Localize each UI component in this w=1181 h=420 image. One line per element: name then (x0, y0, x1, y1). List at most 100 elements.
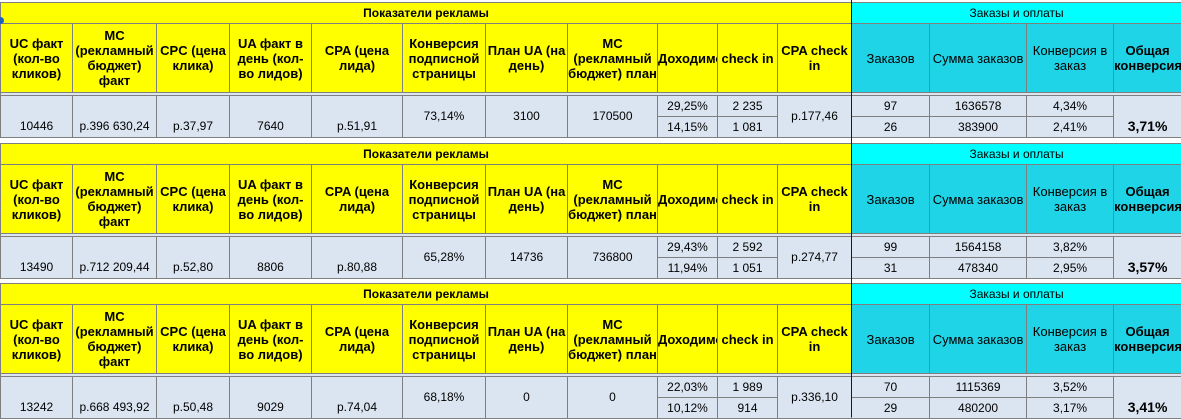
header-cpa[interactable]: CPA (цена лида) (312, 305, 403, 374)
cell-conv-page[interactable]: 68,18% (403, 377, 486, 419)
header-orders[interactable]: Заказов (852, 24, 930, 93)
header-orders-sum[interactable]: Сумма заказов (930, 165, 1027, 234)
header-conv-page[interactable]: Конверсия подписной страницы (403, 305, 486, 374)
header-cpa[interactable]: CPA (цена лида) (312, 24, 403, 93)
cell-sum-1[interactable]: 1564158 (930, 237, 1027, 258)
cell-conv-page[interactable]: 65,28% (403, 237, 486, 279)
section-header-advertising[interactable]: Показатели рекламы (1, 144, 852, 165)
cell-cpc[interactable]: р.50,48 (157, 377, 230, 419)
cell-checkin-2[interactable]: 1 051 (718, 258, 778, 279)
header-conv-order[interactable]: Конверсия в заказ (1027, 305, 1114, 374)
header-cpc[interactable]: CPC (цена клика) (157, 305, 230, 374)
cell-sum-1[interactable]: 1636578 (930, 96, 1027, 117)
cell-cpa-checkin[interactable]: р.177,46 (778, 96, 852, 138)
cell-sum-2[interactable]: 383900 (930, 117, 1027, 138)
cell-checkin-2[interactable]: 1 081 (718, 117, 778, 138)
header-ua[interactable]: UA факт в день (кол-во лидов) (230, 24, 312, 93)
cell-profit-1[interactable]: 29,43% (658, 237, 718, 258)
cell-mc-plan[interactable]: 0 (568, 377, 658, 419)
cell-profit-2[interactable]: 14,15% (658, 117, 718, 138)
cell-profit-1[interactable]: 29,25% (658, 96, 718, 117)
cell-ua[interactable]: 8806 (230, 237, 312, 279)
cell-sum-1[interactable]: 1115369 (930, 377, 1027, 398)
cell-orders-2[interactable]: 26 (852, 117, 930, 138)
section-header-orders[interactable]: Заказы и оплаты (852, 3, 1181, 24)
header-checkin[interactable]: check in (718, 24, 778, 93)
cell-conv-order-1[interactable]: 3,52% (1027, 377, 1114, 398)
cell-orders-2[interactable]: 31 (852, 258, 930, 279)
header-mc[interactable]: MC (рекламный бюджет) факт (73, 165, 157, 234)
section-header-orders[interactable]: Заказы и оплаты (852, 144, 1181, 165)
cell-checkin-1[interactable]: 2 235 (718, 96, 778, 117)
cell-conv-order-1[interactable]: 3,82% (1027, 237, 1114, 258)
cell-mc[interactable]: р.712 209,44 (73, 237, 157, 279)
cell-conv-order-1[interactable]: 4,34% (1027, 96, 1114, 117)
header-uc[interactable]: UC факт (кол-во кликов) (1, 165, 73, 234)
header-checkin[interactable]: check in (718, 165, 778, 234)
header-plan-ua[interactable]: План UA (на день) (486, 305, 568, 374)
header-orders-sum[interactable]: Сумма заказов (930, 24, 1027, 93)
cell-cpa[interactable]: р.74,04 (312, 377, 403, 419)
cell-profit-2[interactable]: 10,12% (658, 398, 718, 419)
cell-orders-2[interactable]: 29 (852, 398, 930, 419)
header-cpa-checkin[interactable]: CPA check in (778, 165, 852, 234)
cell-cpa-checkin[interactable]: р.274,77 (778, 237, 852, 279)
cell-profit-2[interactable]: 11,94% (658, 258, 718, 279)
cell-mc[interactable]: р.396 630,24 (73, 96, 157, 138)
header-conv-order[interactable]: Конверсия в заказ (1027, 24, 1114, 93)
header-mc-plan[interactable]: MC (рекламный бюджет) план (568, 24, 658, 93)
cell-ua[interactable]: 7640 (230, 96, 312, 138)
header-mc-plan[interactable]: MC (рекламный бюджет) план (568, 165, 658, 234)
cell-mc[interactable]: р.668 493,92 (73, 377, 157, 419)
header-checkin[interactable]: check in (718, 305, 778, 374)
cell-total-conv[interactable]: 3,71% (1114, 96, 1181, 138)
header-mc[interactable]: MC (рекламный бюджет) факт (73, 305, 157, 374)
header-orders[interactable]: Заказов (852, 165, 930, 234)
header-cpc[interactable]: CPC (цена клика) (157, 24, 230, 93)
header-ua[interactable]: UA факт в день (кол-во лидов) (230, 305, 312, 374)
cell-sum-2[interactable]: 478340 (930, 258, 1027, 279)
header-total-conv[interactable]: Общая конверсия (1114, 305, 1181, 374)
header-mc-plan[interactable]: MC (рекламный бюджет) план (568, 305, 658, 374)
cell-conv-order-2[interactable]: 2,95% (1027, 258, 1114, 279)
cell-uc[interactable]: 13242 (1, 377, 73, 419)
cell-total-conv[interactable]: 3,57% (1114, 237, 1181, 279)
header-cpc[interactable]: CPC (цена клика) (157, 165, 230, 234)
header-plan-ua[interactable]: План UA (на день) (486, 24, 568, 93)
cell-cpa-checkin[interactable]: р.336,10 (778, 377, 852, 419)
header-uc[interactable]: UC факт (кол-во кликов) (1, 24, 73, 93)
header-mc[interactable]: MC (рекламный бюджет) факт (73, 24, 157, 93)
header-total-conv[interactable]: Общая конверсия (1114, 165, 1181, 234)
cell-mc-plan[interactable]: 736800 (568, 237, 658, 279)
cell-cpa[interactable]: р.51,91 (312, 96, 403, 138)
cell-uc[interactable]: 10446 (1, 96, 73, 138)
cell-orders-1[interactable]: 70 (852, 377, 930, 398)
cell-uc[interactable]: 13490 (1, 237, 73, 279)
cell-cpc[interactable]: р.52,80 (157, 237, 230, 279)
header-uc[interactable]: UC факт (кол-во кликов) (1, 305, 73, 374)
cell-cpc[interactable]: р.37,97 (157, 96, 230, 138)
header-profit[interactable]: Доходимость (658, 24, 718, 93)
cell-checkin-1[interactable]: 2 592 (718, 237, 778, 258)
cell-orders-1[interactable]: 97 (852, 96, 930, 117)
cell-total-conv[interactable]: 3,41% (1114, 377, 1181, 419)
header-cpa-checkin[interactable]: CPA check in (778, 24, 852, 93)
header-orders-sum[interactable]: Сумма заказов (930, 305, 1027, 374)
cell-checkin-2[interactable]: 914 (718, 398, 778, 419)
header-total-conv[interactable]: Общая конверсия (1114, 24, 1181, 93)
cell-sum-2[interactable]: 480200 (930, 398, 1027, 419)
section-header-orders[interactable]: Заказы и оплаты (852, 284, 1181, 305)
cell-conv-order-2[interactable]: 2,41% (1027, 117, 1114, 138)
cell-conv-order-2[interactable]: 3,17% (1027, 398, 1114, 419)
cell-checkin-1[interactable]: 1 989 (718, 377, 778, 398)
cell-mc-plan[interactable]: 170500 (568, 96, 658, 138)
header-profit[interactable]: Доходимость (658, 165, 718, 234)
header-conv-order[interactable]: Конверсия в заказ (1027, 165, 1114, 234)
cell-conv-page[interactable]: 73,14% (403, 96, 486, 138)
cell-cpa[interactable]: р.80,88 (312, 237, 403, 279)
header-plan-ua[interactable]: План UA (на день) (486, 165, 568, 234)
header-ua[interactable]: UA факт в день (кол-во лидов) (230, 165, 312, 234)
section-header-advertising[interactable]: Показатели рекламы (1, 3, 852, 24)
header-orders[interactable]: Заказов (852, 305, 930, 374)
cell-orders-1[interactable]: 99 (852, 237, 930, 258)
